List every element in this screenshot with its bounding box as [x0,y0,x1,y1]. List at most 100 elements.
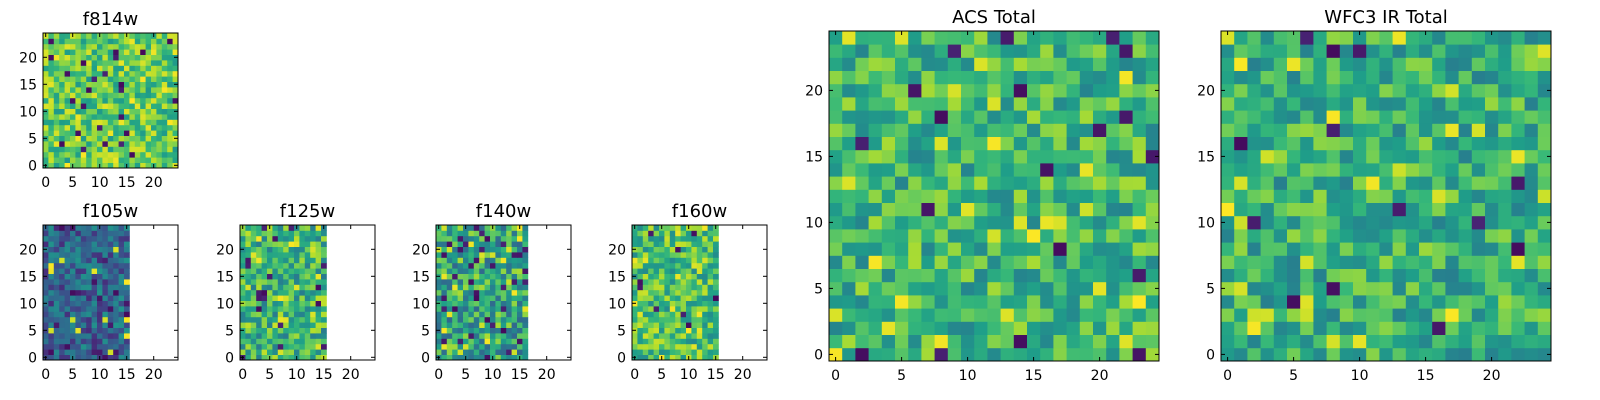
cell-f105w [48,338,55,345]
cell-f140w [446,289,453,296]
cell-f105w [70,273,76,280]
cell-f160w [642,235,649,242]
cell-f814w [161,81,168,88]
cell-f814w [91,49,98,55]
cell-f125w [256,349,262,355]
cell-f160w [664,295,671,301]
cell-f125w [250,289,257,296]
cell-f125w [277,295,284,301]
cell-f160w [648,295,654,301]
cell-wfc3-ir-total [1339,255,1354,269]
cell-f140w [479,300,485,307]
cell-f125w [261,354,268,361]
cell-f160w [686,289,692,296]
cell-f140w [436,268,442,274]
cell-f140w [522,333,529,339]
cell-f125w [267,230,273,237]
cell-f125w [250,349,257,355]
cell-acs-total [829,123,843,137]
cell-f160w [686,327,692,334]
cell-f105w [124,322,130,328]
cell-f814w [91,124,98,131]
cell-f105w [80,306,87,312]
cell-f814w [102,141,109,147]
cell-f814w [118,151,125,158]
cell-f140w [446,338,453,345]
cell-wfc3-ir-total [1511,229,1525,243]
cell-acs-total [1106,83,1120,98]
cell-f160w [680,289,687,296]
cell-wfc3-ir-total [1366,215,1380,230]
cell-f140w [473,354,480,361]
cell-f814w [172,92,179,99]
cell-f140w [517,322,523,328]
cell-f814w [59,81,65,88]
cell-wfc3-ir-total [1234,268,1248,283]
cell-f814w [43,38,49,45]
cell-acs-total [947,83,962,98]
cell-f814w [118,114,125,120]
cell-f160w [659,257,665,264]
cell-f105w [102,246,109,253]
cell-f814w [53,38,60,45]
x-tick-label: 15 [707,367,725,383]
cell-f140w [441,241,448,247]
cell-f105w [113,306,119,312]
cell-f160w [702,316,708,323]
cell-f140w [452,235,458,242]
cell-f160w [702,225,708,231]
cell-f814w [151,103,157,109]
cell-f814w [134,81,141,88]
cell-acs-total [934,268,949,283]
cell-f125w [294,273,300,280]
cell-f160w [642,333,649,339]
cell-acs-total [974,70,988,85]
cell-f140w [457,252,464,258]
cell-acs-total [961,44,975,58]
cell-wfc3-ir-total [1247,189,1261,203]
cell-f814w [156,124,163,131]
cell-acs-total [921,110,935,124]
cell-acs-total [868,189,883,203]
cell-f814w [118,130,125,136]
cell-f160w [686,230,692,237]
cell-f160w [664,273,671,280]
cell-f814w [48,119,55,126]
cell-f814w [91,87,98,93]
cell-f814w [124,97,130,104]
cell-f140w [511,279,518,285]
cell-wfc3-ir-total [1458,281,1473,296]
cell-f140w [484,306,491,312]
cell-f105w [107,354,114,361]
cell-f140w [473,289,480,296]
cell-f160w [664,268,671,274]
cell-acs-total [1040,189,1054,203]
cell-acs-total [1000,308,1015,322]
cell-wfc3-ir-total [1485,110,1499,124]
cell-f814w [97,130,103,136]
cell-acs-total [934,308,949,322]
cell-f105w [91,268,98,274]
cell-wfc3-ir-total [1471,215,1486,230]
cell-f814w [118,70,125,77]
cell-acs-total [987,123,1001,137]
cell-f125w [261,316,268,323]
cell-f160w [632,268,638,274]
cell-acs-total [921,136,935,151]
cell-f105w [75,246,82,253]
cell-f105w [124,235,130,242]
cell-acs-total [921,268,935,283]
x-tick-label: 20 [538,367,556,383]
cell-f140w [506,289,512,296]
cell-f160w [686,235,692,242]
cell-wfc3-ir-total [1511,123,1525,137]
cell-wfc3-ir-total [1313,97,1327,111]
cell-f140w [463,241,469,247]
cell-f160w [713,241,719,247]
cell-acs-total [1013,57,1028,71]
cell-f814w [140,38,146,45]
cell-wfc3-ir-total [1445,202,1459,217]
cell-f140w [473,257,480,264]
cell-acs-total [895,242,909,256]
cell-wfc3-ir-total [1458,176,1473,190]
